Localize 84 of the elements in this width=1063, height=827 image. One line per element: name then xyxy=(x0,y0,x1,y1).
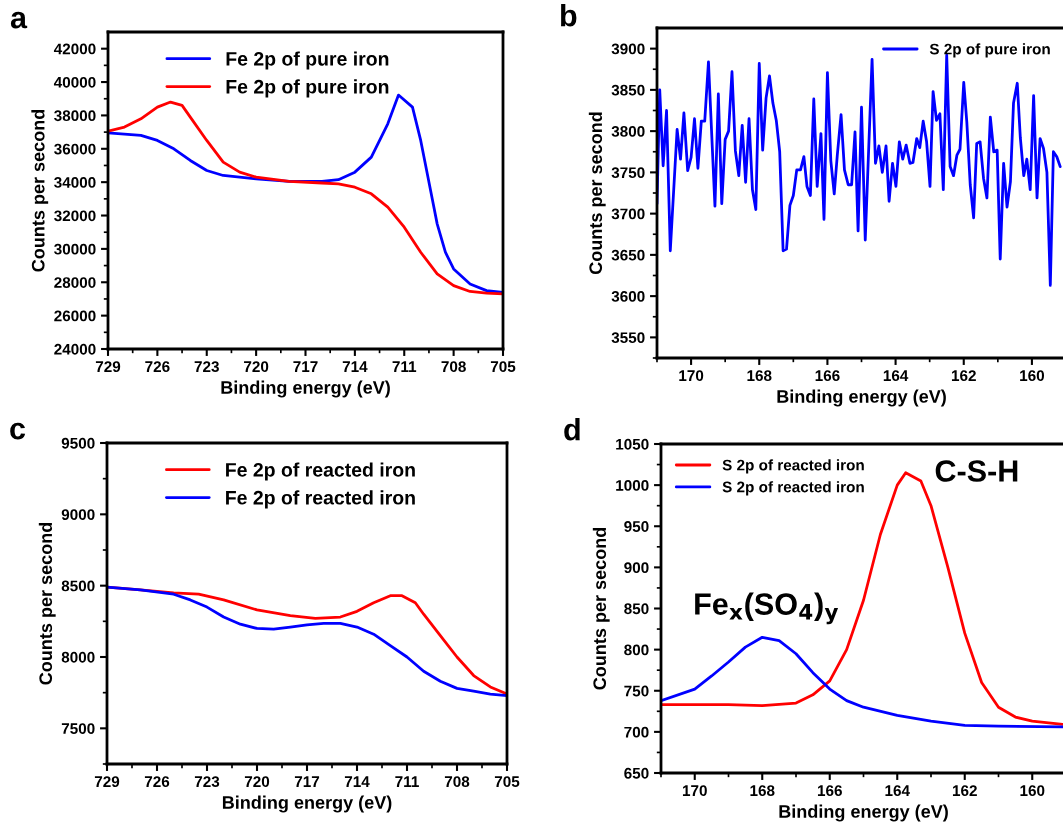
chart-title: d xyxy=(564,418,580,441)
y-tick-label: 3550 xyxy=(611,332,645,344)
x-axis-title: Binding energy (eV) xyxy=(779,804,948,822)
x-tick-label: 170 xyxy=(679,370,704,382)
y-axis-title: Counts per second xyxy=(31,109,49,272)
y-tick-label: 30000 xyxy=(54,243,96,255)
y-tick-label: 7500 xyxy=(61,723,95,735)
legend-label: S 2p of pure iron xyxy=(929,43,1050,58)
x-tick-label: 160 xyxy=(1020,785,1045,797)
x-tick-label: 162 xyxy=(951,370,976,382)
annotation: Fe$_{x}$(SO$_{4}$)$_{y}$ xyxy=(695,592,839,625)
y-tick-label: 9000 xyxy=(61,509,95,521)
y-tick-label: 24000 xyxy=(54,343,96,355)
y-axis-title: Counts per second xyxy=(38,522,56,685)
x-tick-label: 726 xyxy=(144,776,170,788)
x-tick-label: 723 xyxy=(194,361,219,373)
x-axis-title: Binding energy (eV) xyxy=(777,389,946,407)
y-axis-title: Counts per second xyxy=(592,527,610,690)
legend-label: S 2p of reacted iron xyxy=(722,481,864,496)
x-tick-label: 170 xyxy=(682,785,707,797)
y-tick-label: 900 xyxy=(624,562,649,574)
y-tick-label: 950 xyxy=(624,521,649,532)
x-tick-label: 164 xyxy=(885,785,910,797)
x-tick-label: 720 xyxy=(244,361,269,373)
x-tick-label: 711 xyxy=(395,776,419,787)
x-tick-label: 714 xyxy=(342,361,368,372)
x-tick-label: 714 xyxy=(344,776,370,787)
x-tick-label: 164 xyxy=(883,370,909,382)
y-tick-label: 750 xyxy=(624,685,649,697)
x-tick-label: 705 xyxy=(494,776,520,788)
chart-title: b xyxy=(561,4,577,27)
line-series xyxy=(661,635,1063,729)
legend-label: S 2p of reacted iron xyxy=(722,459,864,474)
y-tick-label: 9500 xyxy=(61,437,95,449)
legend-label: Fe 2p of reacted iron xyxy=(226,490,415,509)
x-tick-label: 729 xyxy=(95,361,121,373)
x-tick-label: 708 xyxy=(444,776,470,788)
y-tick-label: 650 xyxy=(624,767,649,779)
x-tick-label: 717 xyxy=(294,776,320,787)
y-tick-label: 3750 xyxy=(611,167,645,179)
legend-label: Fe 2p of pure iron xyxy=(226,51,389,70)
y-axis-title: Counts per second xyxy=(588,112,606,275)
y-tick-label: 3900 xyxy=(611,43,645,55)
y-tick-label: 1050 xyxy=(616,438,649,450)
x-tick-label: 168 xyxy=(750,785,775,797)
y-tick-label: 800 xyxy=(624,644,649,656)
x-tick-label: 720 xyxy=(244,776,270,788)
chart-title: a xyxy=(10,11,28,29)
x-axis-title: Binding energy (eV) xyxy=(222,795,392,813)
x-tick-label: 166 xyxy=(815,370,840,382)
x-tick-label: 717 xyxy=(293,361,318,372)
y-tick-label: 3650 xyxy=(611,249,645,261)
legend-label: Fe 2p of reacted iron xyxy=(226,462,415,481)
y-tick-label: 3850 xyxy=(611,84,645,96)
chart-title: c xyxy=(10,422,26,440)
x-tick-label: 723 xyxy=(194,776,220,788)
y-tick-label: 850 xyxy=(624,603,649,615)
x-tick-label: 708 xyxy=(441,361,466,373)
x-tick-label: 711 xyxy=(392,361,417,372)
y-tick-label: 38000 xyxy=(54,110,96,122)
y-tick-label: 3600 xyxy=(611,290,645,302)
y-tick-label: 34000 xyxy=(54,177,96,188)
y-tick-label: 36000 xyxy=(54,143,96,155)
y-tick-label: 8500 xyxy=(61,580,95,592)
x-axis-title: Binding energy (eV) xyxy=(221,380,390,398)
x-tick-label: 166 xyxy=(817,785,842,797)
x-tick-label: 729 xyxy=(94,776,120,788)
x-tick-label: 160 xyxy=(1020,370,1045,382)
annotation: C-S-H xyxy=(935,460,1018,482)
y-tick-label: 8000 xyxy=(61,651,95,663)
x-tick-label: 168 xyxy=(747,370,772,382)
y-tick-label: 32000 xyxy=(54,210,96,222)
y-tick-label: 1000 xyxy=(616,479,649,491)
y-tick-label: 26000 xyxy=(54,310,96,322)
x-tick-label: 726 xyxy=(145,361,170,373)
y-tick-label: 40000 xyxy=(53,76,96,88)
x-tick-label: 705 xyxy=(490,361,516,373)
x-tick-label: 162 xyxy=(952,785,977,797)
y-tick-label: 28000 xyxy=(54,277,96,288)
legend-label: Fe 2p of pure iron xyxy=(226,79,389,98)
y-tick-label: 3700 xyxy=(611,208,645,220)
y-tick-label: 42000 xyxy=(53,43,96,55)
y-tick-label: 3800 xyxy=(611,125,645,137)
y-tick-label: 700 xyxy=(624,726,649,738)
